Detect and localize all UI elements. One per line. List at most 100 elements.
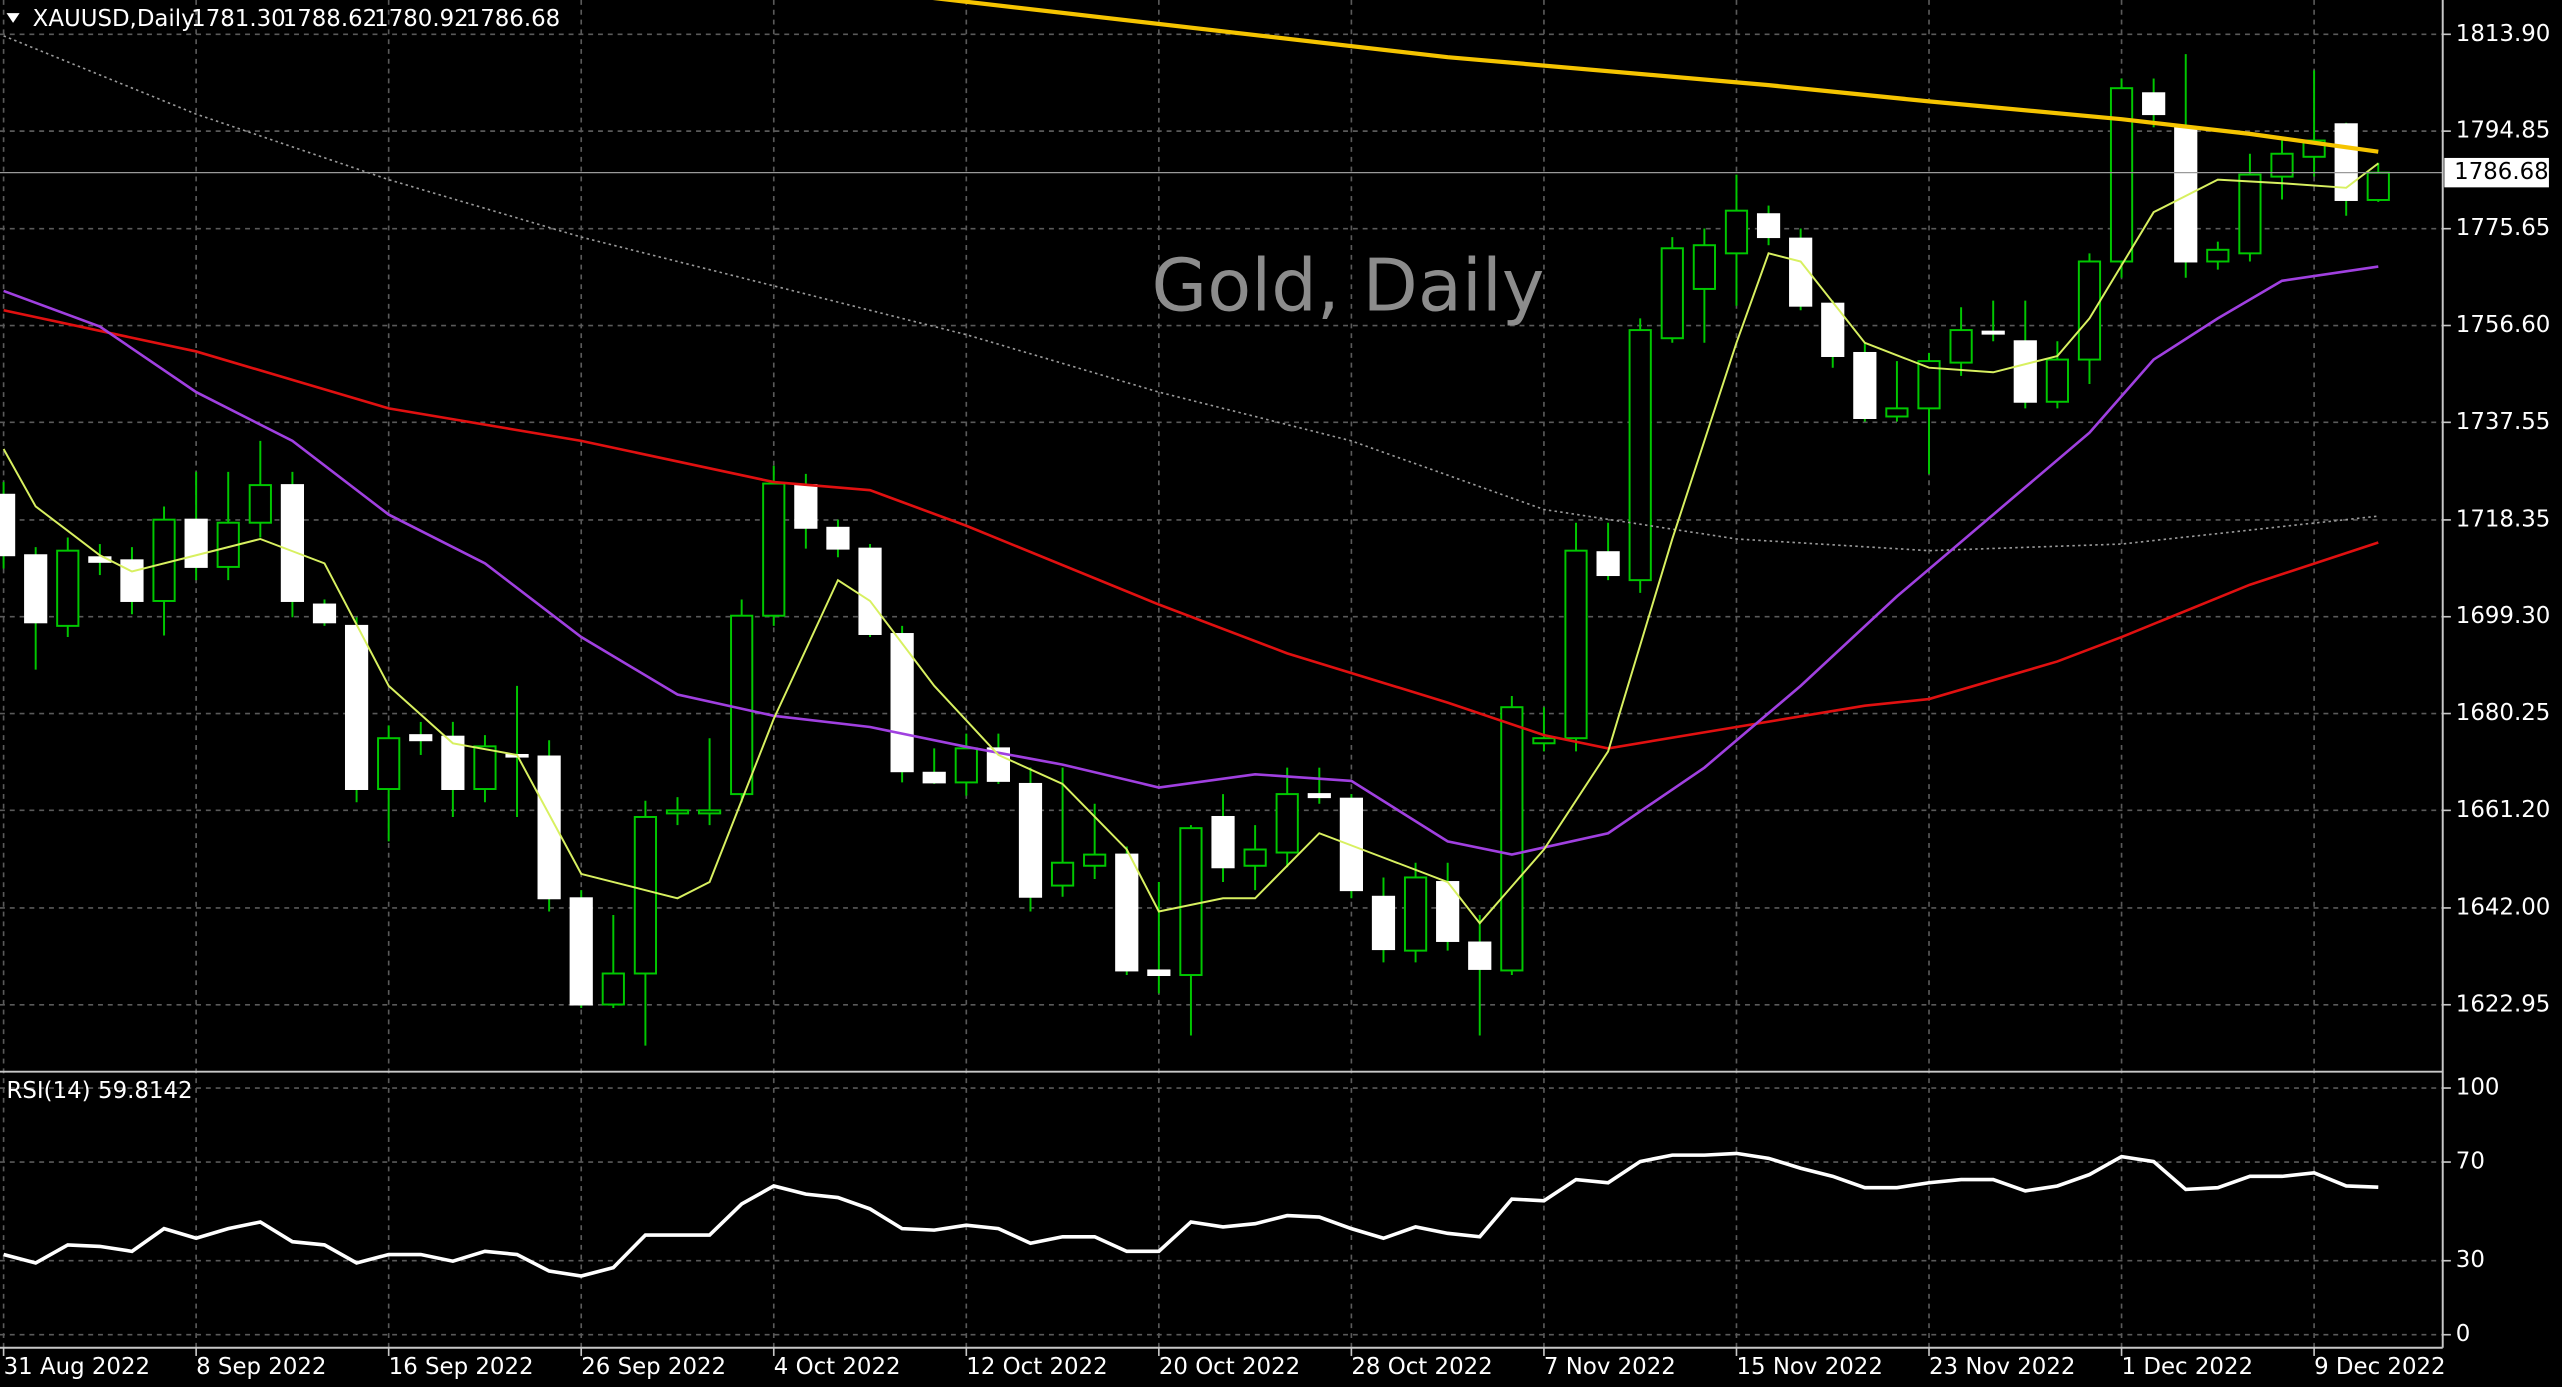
- y-tick-label: 1661.20: [2456, 797, 2551, 823]
- candle-body-down: [858, 547, 882, 635]
- candle-body-up: [2109, 87, 2134, 263]
- candle-body-up: [1917, 360, 1941, 410]
- rsi-y-tick-label: 0: [2456, 1321, 2471, 1347]
- candle-body-up: [1179, 827, 1203, 977]
- candle-body-down: [2142, 92, 2166, 116]
- y-tick-label: 1775.65: [2456, 215, 2551, 241]
- candle-body-down: [2174, 126, 2198, 263]
- candle-body-up: [730, 614, 754, 796]
- close-label: 1786.68: [466, 6, 561, 32]
- candle-body-down: [1307, 793, 1331, 799]
- x-tick-label: 28 Oct 2022: [1351, 1354, 1492, 1380]
- candle-body-up: [697, 809, 722, 815]
- y-tick-label: 1756.60: [2456, 312, 2551, 338]
- candle-body-up: [2077, 260, 2102, 361]
- candle-body-up: [377, 737, 401, 790]
- candle-body-down: [537, 755, 561, 900]
- candle-body-down: [1468, 941, 1492, 970]
- moving-average: [932, 0, 2379, 154]
- y-tick-label: 1699.30: [2456, 603, 2551, 629]
- candle-body-down: [120, 559, 144, 602]
- candle-body-down: [890, 633, 914, 773]
- candle-body-down: [1371, 895, 1396, 951]
- candle-body-up: [1660, 247, 1684, 340]
- candle-body-up: [1564, 549, 1588, 740]
- candle-body-up: [473, 745, 497, 790]
- candle-body-down: [409, 734, 433, 742]
- candle-body-down: [1147, 969, 1171, 977]
- candle-body-up: [665, 809, 690, 815]
- candle-body-down: [569, 897, 593, 1006]
- candle-body-up: [633, 815, 658, 975]
- open-label: 1781.30: [191, 6, 286, 32]
- candle-body-down: [344, 624, 369, 790]
- watermark: Gold, Daily: [1152, 243, 1545, 327]
- y-tick-label: 1622.95: [2456, 991, 2551, 1017]
- rsi-y-tick-label: 100: [2456, 1075, 2500, 1101]
- candle-body-down: [312, 603, 337, 624]
- candle-body-down: [1981, 330, 2005, 335]
- x-tick-label: 16 Sep 2022: [389, 1354, 534, 1380]
- candle-body-up: [1275, 793, 1299, 854]
- axes: 1813.90 1794.85 1775.65 1756.60 1737.55 1718.…: [0, 21, 2550, 1380]
- moving-average: [2, 162, 2379, 925]
- x-tick-label: 23 Nov 2022: [1929, 1354, 2075, 1380]
- candle-body-up: [1724, 209, 1749, 255]
- candle-body-up: [56, 549, 80, 627]
- candle-body-down: [794, 484, 818, 529]
- candle-body-up: [2206, 248, 2230, 263]
- candle-body-down: [280, 484, 305, 602]
- x-tick-label: 26 Sep 2022: [581, 1354, 726, 1380]
- rsi-title: RSI(14): [7, 1078, 91, 1104]
- low-label: 1780.92: [374, 6, 469, 32]
- candle-body-down: [922, 771, 946, 784]
- y-tick-label: 1737.55: [2456, 409, 2551, 435]
- candle-body-up: [2045, 358, 2069, 403]
- candle-body-down: [826, 526, 850, 550]
- price-pane: [0, 0, 2390, 1046]
- candle-body-up: [248, 484, 272, 524]
- candle-body-up: [2270, 152, 2294, 178]
- x-tick-label: 20 Oct 2022: [1159, 1354, 1300, 1380]
- candle-body-down: [0, 493, 16, 557]
- candle-body-down: [2013, 340, 2037, 403]
- header: XAUUSD,Daily 1781.30 1788.62 1780.92 178…: [33, 6, 561, 32]
- candle-body-down: [441, 735, 465, 790]
- candle-body-up: [601, 972, 625, 1006]
- x-tick-label: 1 Dec 2022: [2122, 1354, 2254, 1380]
- rsi-y-tick-label: 70: [2456, 1149, 2485, 1175]
- moving-average: [3, 265, 2379, 856]
- y-tick-label: 1813.90: [2456, 21, 2551, 47]
- candle-body-up: [1083, 853, 1107, 867]
- symbol: XAUUSD,Daily: [33, 6, 195, 32]
- x-tick-label: 31 Aug 2022: [4, 1354, 150, 1380]
- y-tick-label: 1718.35: [2456, 506, 2551, 532]
- candle-body-down: [184, 518, 208, 568]
- candle-body-up: [954, 747, 978, 784]
- candle-body-up: [1885, 407, 1909, 418]
- candle-body-up: [1692, 244, 1716, 290]
- candle-body-up: [1500, 706, 1524, 972]
- x-tick-label: 15 Nov 2022: [1736, 1354, 1882, 1380]
- candle-body-down: [1756, 213, 1781, 239]
- rsi-last: 59.8142: [98, 1078, 193, 1104]
- candle-body-down: [1853, 351, 1877, 419]
- candle-body-down: [1018, 782, 1043, 898]
- rsi-header: RSI(14) 59.8142: [7, 1078, 193, 1104]
- price-label: 1786.68: [2454, 159, 2549, 185]
- candle-body-up: [1050, 861, 1075, 887]
- candle-body-up: [152, 518, 176, 602]
- candle-body-down: [2334, 123, 2358, 201]
- x-tick-label: 9 Dec 2022: [2314, 1354, 2446, 1380]
- rsi-pane: [3, 1151, 2379, 1278]
- candle-body-up: [1243, 848, 1267, 867]
- rsi-y-tick-label: 30: [2456, 1247, 2485, 1273]
- candle-body-up: [1532, 737, 1556, 745]
- y-tick-label: 1680.25: [2456, 700, 2551, 726]
- menu-triangle[interactable]: [6, 13, 20, 23]
- rsi-line: [3, 1151, 2379, 1278]
- candle-body-down: [1211, 815, 1235, 869]
